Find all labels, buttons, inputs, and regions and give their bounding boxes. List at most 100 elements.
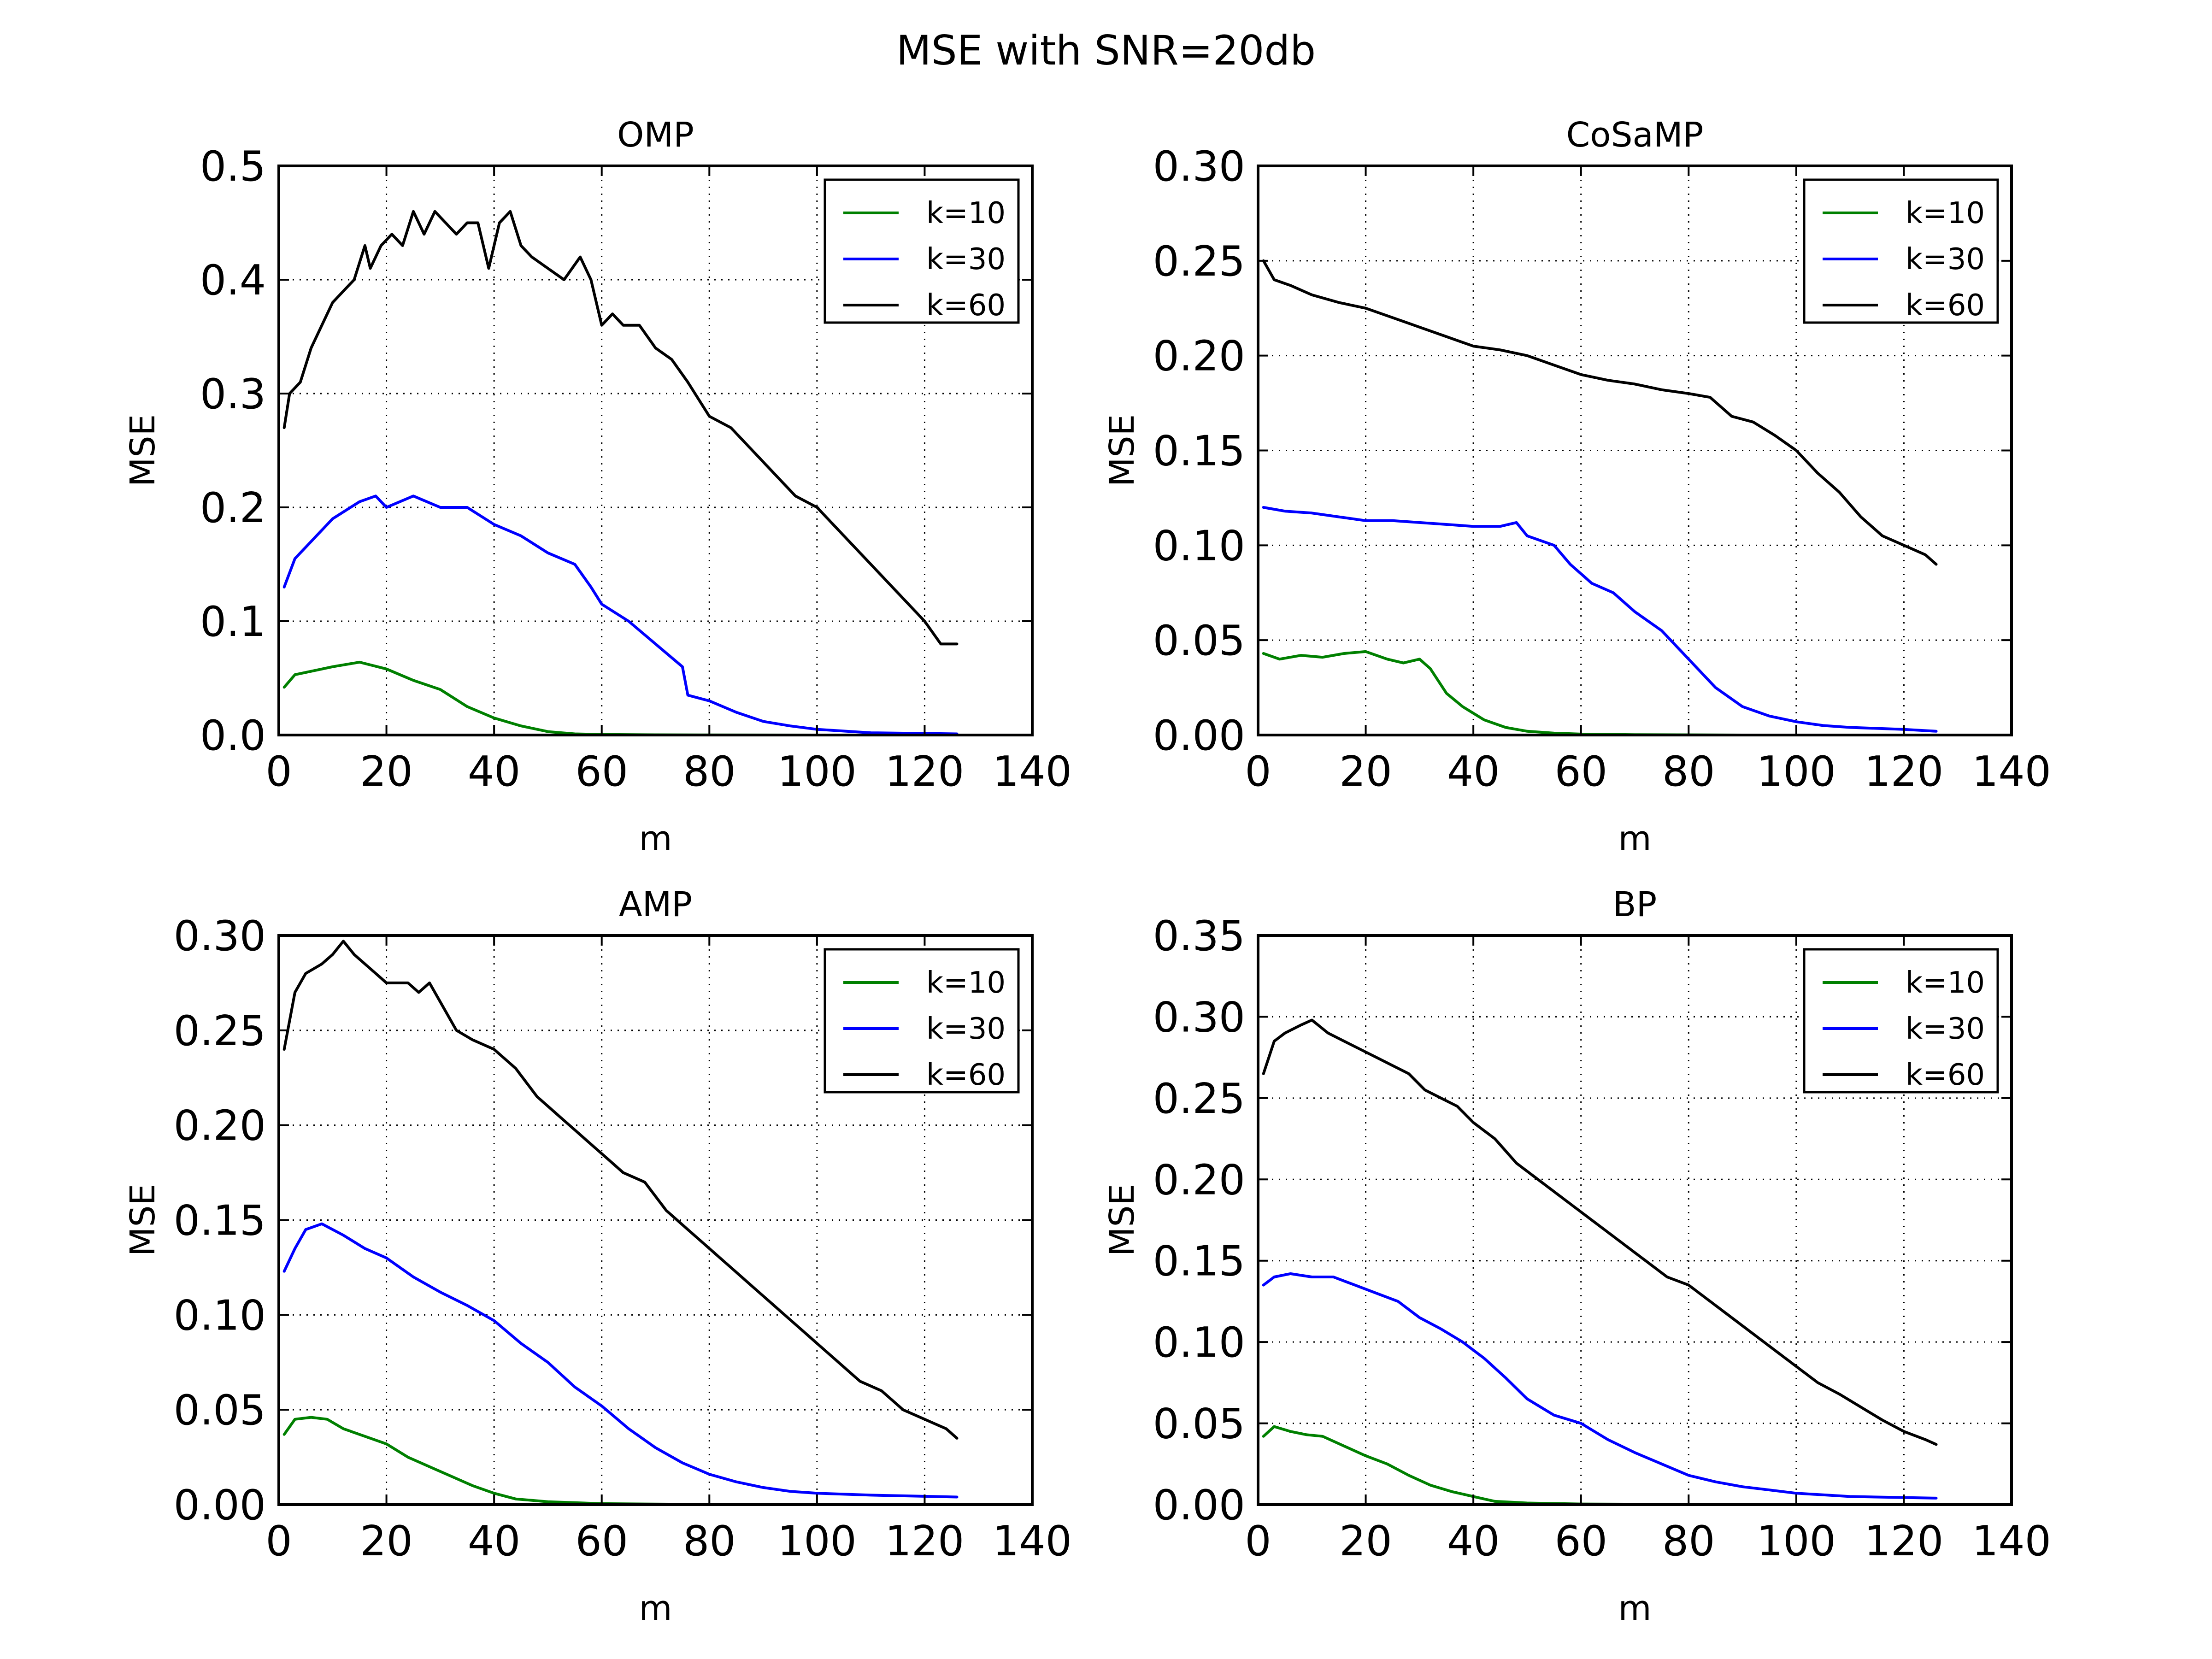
series-line-k-10	[282, 1416, 959, 1506]
x-tick-label: 140	[1972, 1517, 2051, 1565]
legend: k=10 k=30 k=60	[824, 178, 1020, 324]
x-axis-label: m	[1618, 1588, 1651, 1628]
figure-suptitle: MSE with SNR=20db	[896, 27, 1316, 74]
series-line-k-60	[1262, 259, 1938, 566]
y-axis-label: MSE	[1102, 1184, 1142, 1257]
legend: k=10 k=30 k=60	[1803, 178, 1999, 324]
y-tick-label: 0.20	[1153, 332, 1245, 381]
y-tick-label: 0.05	[1153, 617, 1245, 665]
x-tick-label: 80	[683, 747, 736, 796]
y-tick-label: 0.15	[1153, 427, 1245, 476]
legend-box	[1803, 948, 1999, 1094]
legend-label: k=60	[1906, 288, 1985, 323]
y-tick-label: 0.1	[200, 598, 266, 646]
y-axis-label: MSE	[123, 1184, 163, 1257]
y-axis-label: MSE	[1102, 414, 1142, 487]
x-tick-label: 80	[683, 1517, 736, 1565]
legend-box	[824, 948, 1020, 1094]
x-tick-label: 0	[265, 1517, 292, 1565]
plot-frame	[1257, 934, 2013, 1506]
x-axis-label: m	[639, 819, 672, 859]
legend-label: k=60	[926, 288, 1006, 323]
x-tick-label: 120	[1865, 1517, 1944, 1565]
x-tick-label: 20	[360, 747, 413, 796]
series-line-k-60	[1262, 1018, 1938, 1446]
legend-label: k=10	[1906, 196, 1985, 230]
series-line-k-30	[1262, 1272, 1938, 1500]
series-line-k-30	[282, 1222, 959, 1499]
x-tick-label: 100	[1757, 1517, 1836, 1565]
subplot-cosamp: 0 20 40 60 80 100 120 140 0.00 0.05 0.10 0.15 0.20 0.…	[1102, 115, 2051, 859]
y-tick-label: 0.20	[1153, 1156, 1245, 1204]
subplot-grid: 0 20 40 60 80 100 120 140 0.0 0.1 0.2 0.3 0.4 0.5 OMP m…	[123, 115, 2051, 1628]
x-axis-label: m	[1618, 819, 1651, 859]
legend: k=10 k=30 k=60	[1803, 948, 1999, 1094]
x-tick-label: 40	[468, 747, 521, 796]
x-tick-label: 80	[1662, 747, 1715, 796]
x-tick-label: 100	[777, 1517, 857, 1565]
y-tick-label: 0.5	[200, 142, 266, 191]
x-tick-label: 0	[1245, 1517, 1271, 1565]
y-tick-label: 0.25	[174, 1007, 266, 1055]
legend: k=10 k=30 k=60	[824, 948, 1020, 1094]
y-tick-label: 0.2	[200, 484, 266, 532]
legend-label: k=30	[926, 242, 1006, 276]
y-tick-label: 0.35	[1153, 912, 1245, 960]
y-tick-label: 0.00	[1153, 712, 1245, 760]
subplot-omp: 0 20 40 60 80 100 120 140 0.0 0.1 0.2 0.3 0.4 0.5 OMP m…	[123, 115, 1072, 859]
subplot-title: BP	[1613, 885, 1657, 924]
subplot-bp: 0 20 40 60 80 100 120 140 0.00 0.05 0.10 0.15 0.20 0.…	[1102, 885, 2051, 1628]
x-tick-label: 80	[1662, 1517, 1715, 1565]
x-tick-label: 120	[1865, 747, 1944, 796]
x-tick-label: 60	[1554, 747, 1607, 796]
x-tick-label: 60	[1554, 1517, 1607, 1565]
y-tick-label: 0.20	[174, 1102, 266, 1150]
y-tick-label: 0.15	[1153, 1237, 1245, 1286]
series-line-k-30	[1262, 506, 1938, 733]
y-tick-label: 0.25	[1153, 237, 1245, 286]
y-tick-label: 0.25	[1153, 1075, 1245, 1123]
subplot-title: AMP	[619, 885, 692, 924]
x-tick-label: 40	[1447, 747, 1500, 796]
x-tick-label: 40	[1447, 1517, 1500, 1565]
x-tick-label: 120	[885, 747, 965, 796]
series-line-k-60	[282, 210, 959, 646]
legend-box	[1803, 178, 1999, 324]
x-tick-label: 20	[1339, 747, 1392, 796]
y-tick-label: 0.4	[200, 256, 266, 305]
x-tick-label: 20	[360, 1517, 413, 1565]
series-line-k-60	[282, 940, 959, 1440]
y-tick-label: 0.10	[1153, 522, 1245, 570]
subplot-amp: 0 20 40 60 80 100 120 140 0.00 0.05 0.10 0.15 0.20 0.…	[123, 885, 1072, 1628]
y-tick-label: 0.10	[174, 1291, 266, 1340]
x-tick-label: 100	[1757, 747, 1836, 796]
legend-label: k=10	[926, 196, 1006, 230]
y-tick-label: 0.30	[1153, 993, 1245, 1041]
y-tick-label: 0.00	[174, 1481, 266, 1530]
x-axis-label: m	[639, 1588, 672, 1628]
y-tick-label: 0.30	[1153, 142, 1245, 191]
x-tick-label: 100	[777, 747, 857, 796]
subplot-title: OMP	[617, 115, 694, 155]
series-line-k-30	[282, 494, 959, 735]
x-tick-label: 60	[575, 1517, 628, 1565]
y-tick-label: 0.05	[1153, 1400, 1245, 1448]
legend-label: k=30	[926, 1012, 1006, 1046]
y-tick-label: 0.00	[1153, 1481, 1245, 1530]
legend-label: k=30	[1906, 1012, 1985, 1046]
y-tick-label: 0.10	[1153, 1318, 1245, 1367]
x-tick-label: 40	[468, 1517, 521, 1565]
legend-label: k=10	[926, 966, 1006, 1000]
x-tick-label: 120	[885, 1517, 965, 1565]
legend-label: k=60	[926, 1058, 1006, 1092]
x-tick-label: 140	[993, 747, 1072, 796]
x-tick-label: 140	[993, 1517, 1072, 1565]
x-tick-label: 0	[265, 747, 292, 796]
x-tick-label: 60	[575, 747, 628, 796]
x-tick-label: 140	[1972, 747, 2051, 796]
y-tick-label: 0.15	[174, 1197, 266, 1245]
legend-label: k=10	[1906, 966, 1985, 1000]
legend-box	[824, 178, 1020, 324]
y-tick-label: 0.30	[174, 912, 266, 960]
